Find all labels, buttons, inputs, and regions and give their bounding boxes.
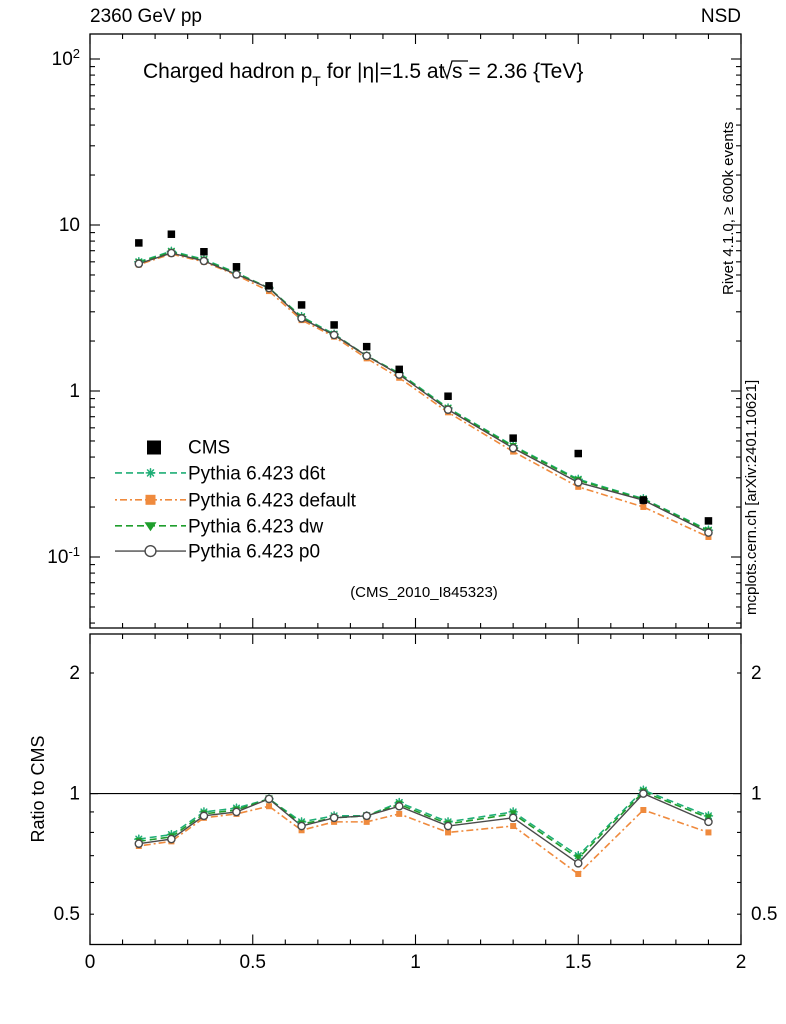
svg-text:0: 0 bbox=[85, 952, 96, 973]
svg-text:10: 10 bbox=[59, 215, 80, 236]
svg-text:2: 2 bbox=[736, 952, 747, 973]
svg-text:s = 2.36 {TeV}: s = 2.36 {TeV} bbox=[452, 60, 583, 83]
svg-text:1.5: 1.5 bbox=[565, 952, 591, 973]
svg-text:Pythia 6.423 p0: Pythia 6.423 p0 bbox=[188, 542, 320, 563]
svg-text:0.5: 0.5 bbox=[751, 904, 777, 925]
svg-text:1: 1 bbox=[69, 784, 80, 805]
svg-text:NSD: NSD bbox=[701, 6, 741, 27]
svg-text:Pythia 6.423 d6t: Pythia 6.423 d6t bbox=[188, 464, 326, 485]
svg-text:2360 GeV pp: 2360 GeV pp bbox=[90, 6, 202, 27]
svg-text:1: 1 bbox=[751, 784, 762, 805]
svg-text:0.5: 0.5 bbox=[54, 904, 80, 925]
svg-text:CMS: CMS bbox=[188, 438, 230, 459]
svg-text:2: 2 bbox=[751, 663, 762, 684]
svg-text:0.5: 0.5 bbox=[240, 952, 266, 973]
svg-text:Ratio to CMS: Ratio to CMS bbox=[28, 735, 48, 842]
svg-text:mcplots.cern.ch [arXiv:2401.10: mcplots.cern.ch [arXiv:2401.10621] bbox=[743, 380, 760, 615]
svg-text:1: 1 bbox=[410, 952, 421, 973]
svg-text:2: 2 bbox=[69, 663, 80, 684]
svg-text:Pythia 6.423 dw: Pythia 6.423 dw bbox=[188, 517, 323, 538]
svg-text:(CMS_2010_I845323): (CMS_2010_I845323) bbox=[350, 584, 498, 601]
svg-text:1: 1 bbox=[69, 381, 80, 402]
svg-text:Pythia 6.423 default: Pythia 6.423 default bbox=[188, 491, 357, 512]
svg-text:Rivet 4.1.0, ≥ 600k events: Rivet 4.1.0, ≥ 600k events bbox=[720, 122, 737, 295]
